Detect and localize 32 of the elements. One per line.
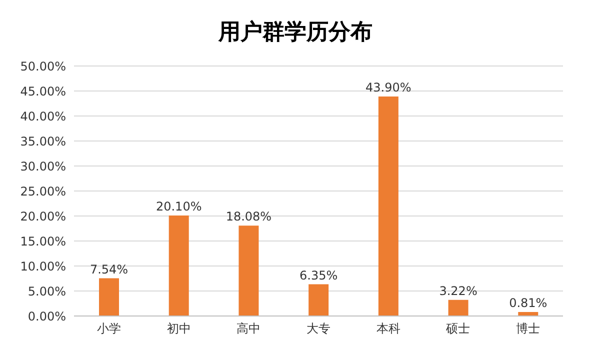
y-tick-label: 40.00% [20, 109, 66, 124]
y-tick-label: 25.00% [20, 184, 66, 198]
data-label: 18.08% [226, 210, 272, 224]
x-tick-label: 本科 [376, 322, 400, 336]
chart-title: 用户群学历分布 [217, 19, 374, 47]
y-tick-label: 20.00% [20, 209, 66, 224]
x-tick-label: 博士 [516, 322, 540, 336]
bar [378, 96, 398, 316]
y-tick-label: 35.00% [20, 134, 66, 148]
y-tick-label: 30.00% [20, 159, 66, 174]
x-tick-label: 大专 [306, 322, 330, 336]
y-tick-label: 50.00% [20, 59, 66, 74]
data-label: 3.22% [439, 284, 478, 298]
y-tick-label: 10.00% [20, 259, 66, 274]
y-tick-label: 45.00% [20, 84, 66, 98]
data-label: 0.81% [509, 296, 548, 310]
bar [168, 216, 189, 316]
x-tick-label: 硕士 [445, 322, 470, 336]
data-label: 20.10% [156, 200, 202, 214]
x-tick-label: 小学 [96, 322, 121, 336]
data-label: 43.90% [366, 80, 412, 94]
data-label: 7.54% [90, 262, 128, 276]
y-tick-label: 0.00% [28, 309, 66, 324]
y-tick-label: 5.00% [28, 284, 66, 298]
bar [238, 226, 259, 316]
bar [448, 300, 468, 316]
bar [308, 284, 329, 316]
x-tick-label: 高中 [236, 322, 261, 336]
x-tick-label: 初中 [166, 322, 191, 336]
data-label: 6.35% [300, 268, 338, 282]
bar [99, 278, 119, 316]
y-tick-label: 15.00% [20, 234, 66, 248]
